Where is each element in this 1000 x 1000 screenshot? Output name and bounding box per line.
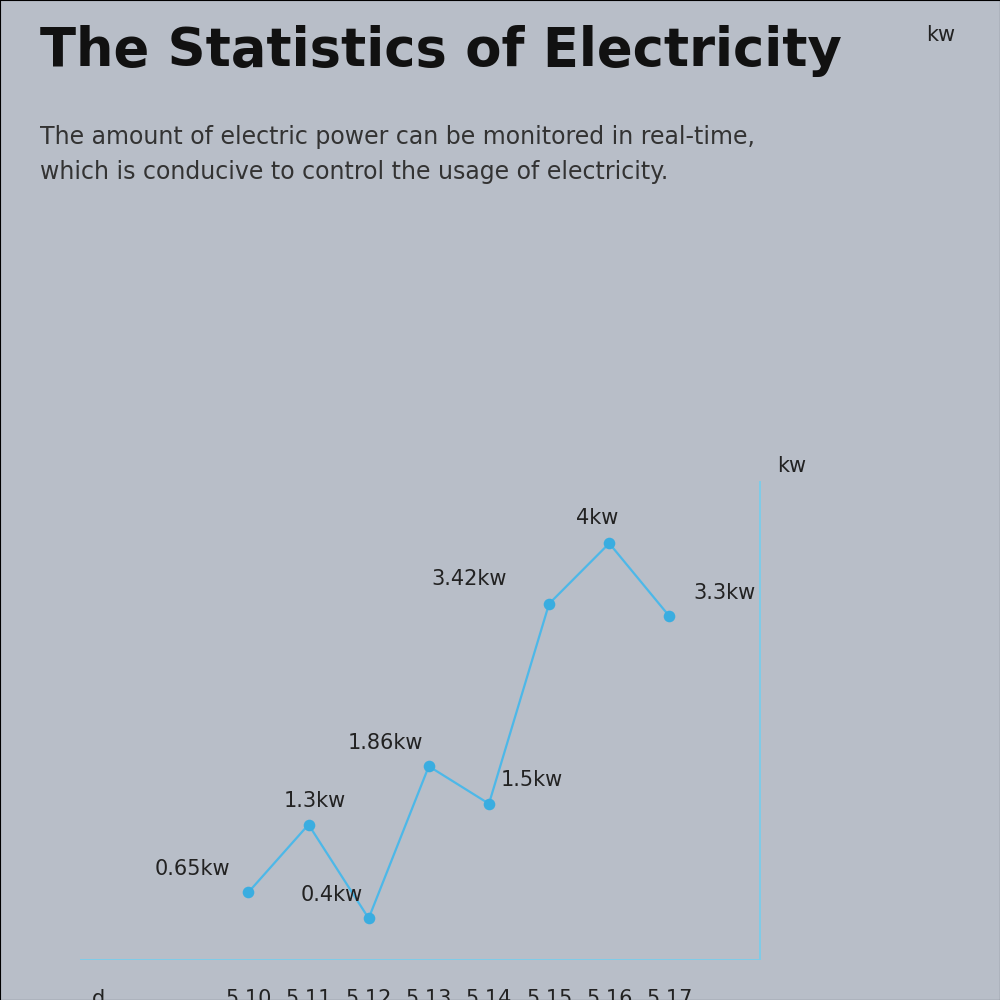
Text: 3.3kw: 3.3kw	[693, 583, 756, 603]
Point	[601, 535, 617, 551]
Text: 5.11: 5.11	[285, 989, 332, 1000]
Text: 4kw: 4kw	[576, 508, 618, 528]
Text: 5.15: 5.15	[526, 989, 572, 1000]
Text: 5.14: 5.14	[466, 989, 512, 1000]
Point	[541, 596, 557, 612]
Text: 3.42kw: 3.42kw	[431, 569, 507, 589]
Text: kw: kw	[926, 25, 955, 45]
Text: 5.16: 5.16	[586, 989, 632, 1000]
Text: 5.13: 5.13	[406, 989, 452, 1000]
Point	[661, 608, 677, 624]
Text: 0.65kw: 0.65kw	[155, 859, 230, 879]
Text: 1.5kw: 1.5kw	[501, 770, 563, 790]
Text: d: d	[92, 989, 105, 1000]
Text: 1.3kw: 1.3kw	[283, 791, 346, 811]
Text: The Statistics of Electricity: The Statistics of Electricity	[40, 25, 842, 77]
Point	[301, 817, 317, 833]
Point	[361, 910, 377, 926]
Text: 0.4kw: 0.4kw	[300, 885, 363, 905]
Point	[240, 884, 256, 900]
Text: 5.12: 5.12	[345, 989, 392, 1000]
Text: kw: kw	[778, 456, 807, 476]
Text: 1.86kw: 1.86kw	[347, 733, 423, 753]
Text: The amount of electric power can be monitored in real-time,
which is conducive t: The amount of electric power can be moni…	[40, 125, 755, 184]
Text: 5.10: 5.10	[225, 989, 272, 1000]
Text: 5.17: 5.17	[646, 989, 693, 1000]
Point	[481, 796, 497, 812]
Point	[421, 758, 437, 774]
